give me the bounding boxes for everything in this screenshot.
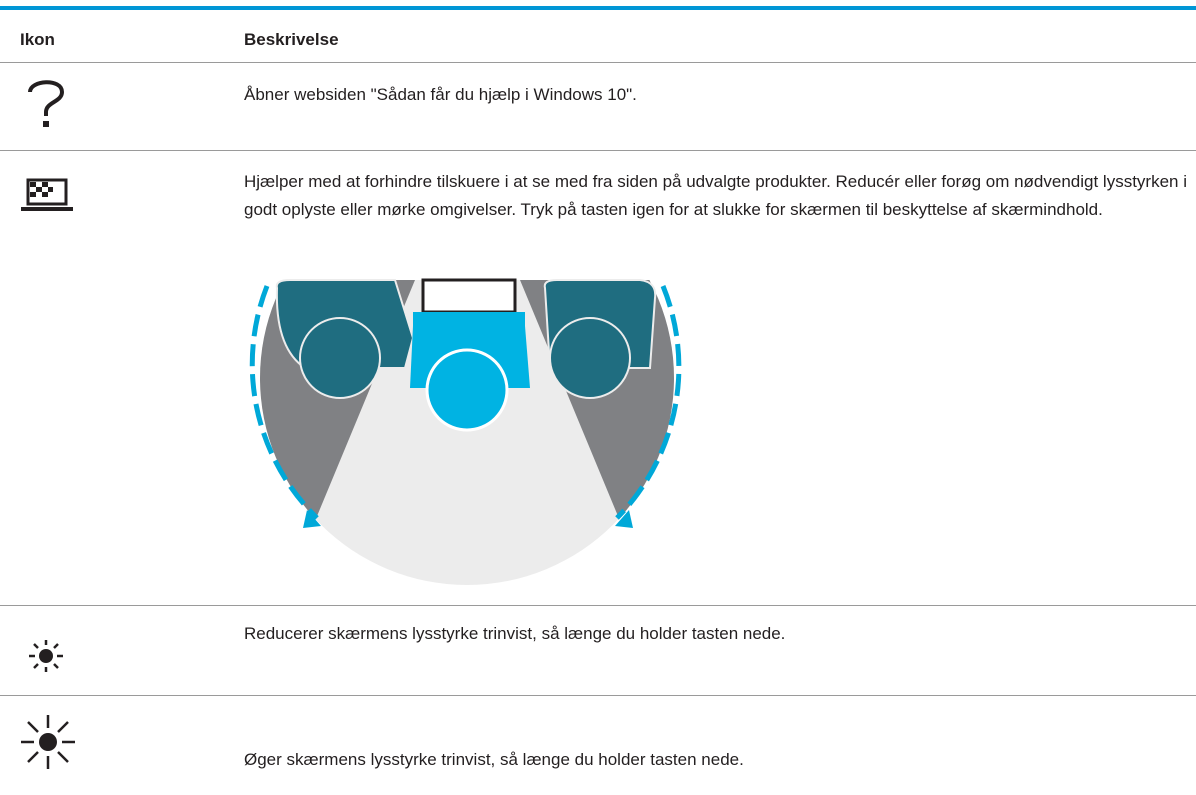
brightness-up-icon — [21, 715, 75, 769]
description: Øger skærmens lysstyrke trinvist, så læn… — [244, 750, 744, 769]
privacy-illustration — [249, 278, 682, 585]
row-rule — [0, 605, 1196, 606]
top-rule — [0, 6, 1196, 10]
row-rule — [0, 150, 1196, 151]
help-icon — [28, 80, 65, 127]
description: Åbner websiden "Sådan får du hjælp i Win… — [244, 85, 637, 104]
row-rule — [0, 695, 1196, 696]
description: Reducerer skærmens lysstyrke trinvist, s… — [244, 624, 786, 643]
privacy-screen-icon — [21, 178, 73, 211]
brightness-down-icon — [29, 640, 63, 672]
row-rule — [0, 62, 1196, 63]
column-header: Ikon — [20, 30, 55, 49]
description: Hjælper med at forhindre tilskuere i at … — [244, 172, 1188, 219]
column-header: Beskrivelse — [244, 30, 339, 49]
